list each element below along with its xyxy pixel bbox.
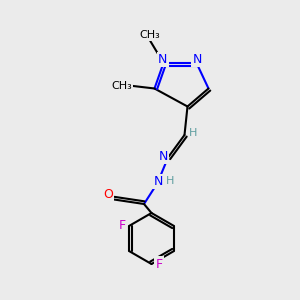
Text: N: N (159, 149, 168, 163)
Text: H: H (189, 128, 198, 139)
Text: H: H (166, 176, 174, 187)
Text: CH₃: CH₃ (111, 80, 132, 91)
Text: F: F (118, 219, 125, 232)
Text: F: F (155, 257, 163, 271)
Text: N: N (192, 53, 202, 66)
Text: CH₃: CH₃ (140, 29, 160, 40)
Text: N: N (158, 53, 168, 66)
Text: N: N (153, 175, 163, 188)
Text: O: O (103, 188, 113, 202)
